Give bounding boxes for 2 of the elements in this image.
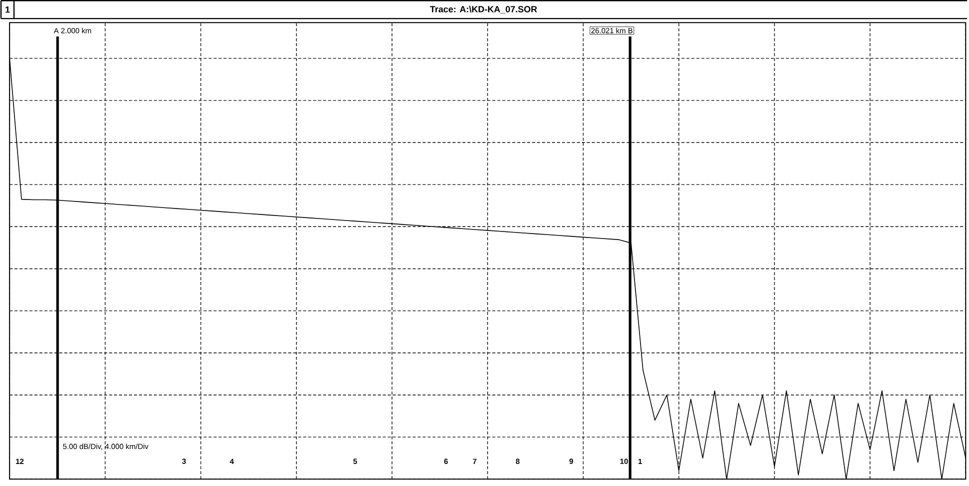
chart-title: Trace: A:\KD-KA_07.SOR <box>430 6 538 14</box>
text: 1 <box>6 6 10 13</box>
